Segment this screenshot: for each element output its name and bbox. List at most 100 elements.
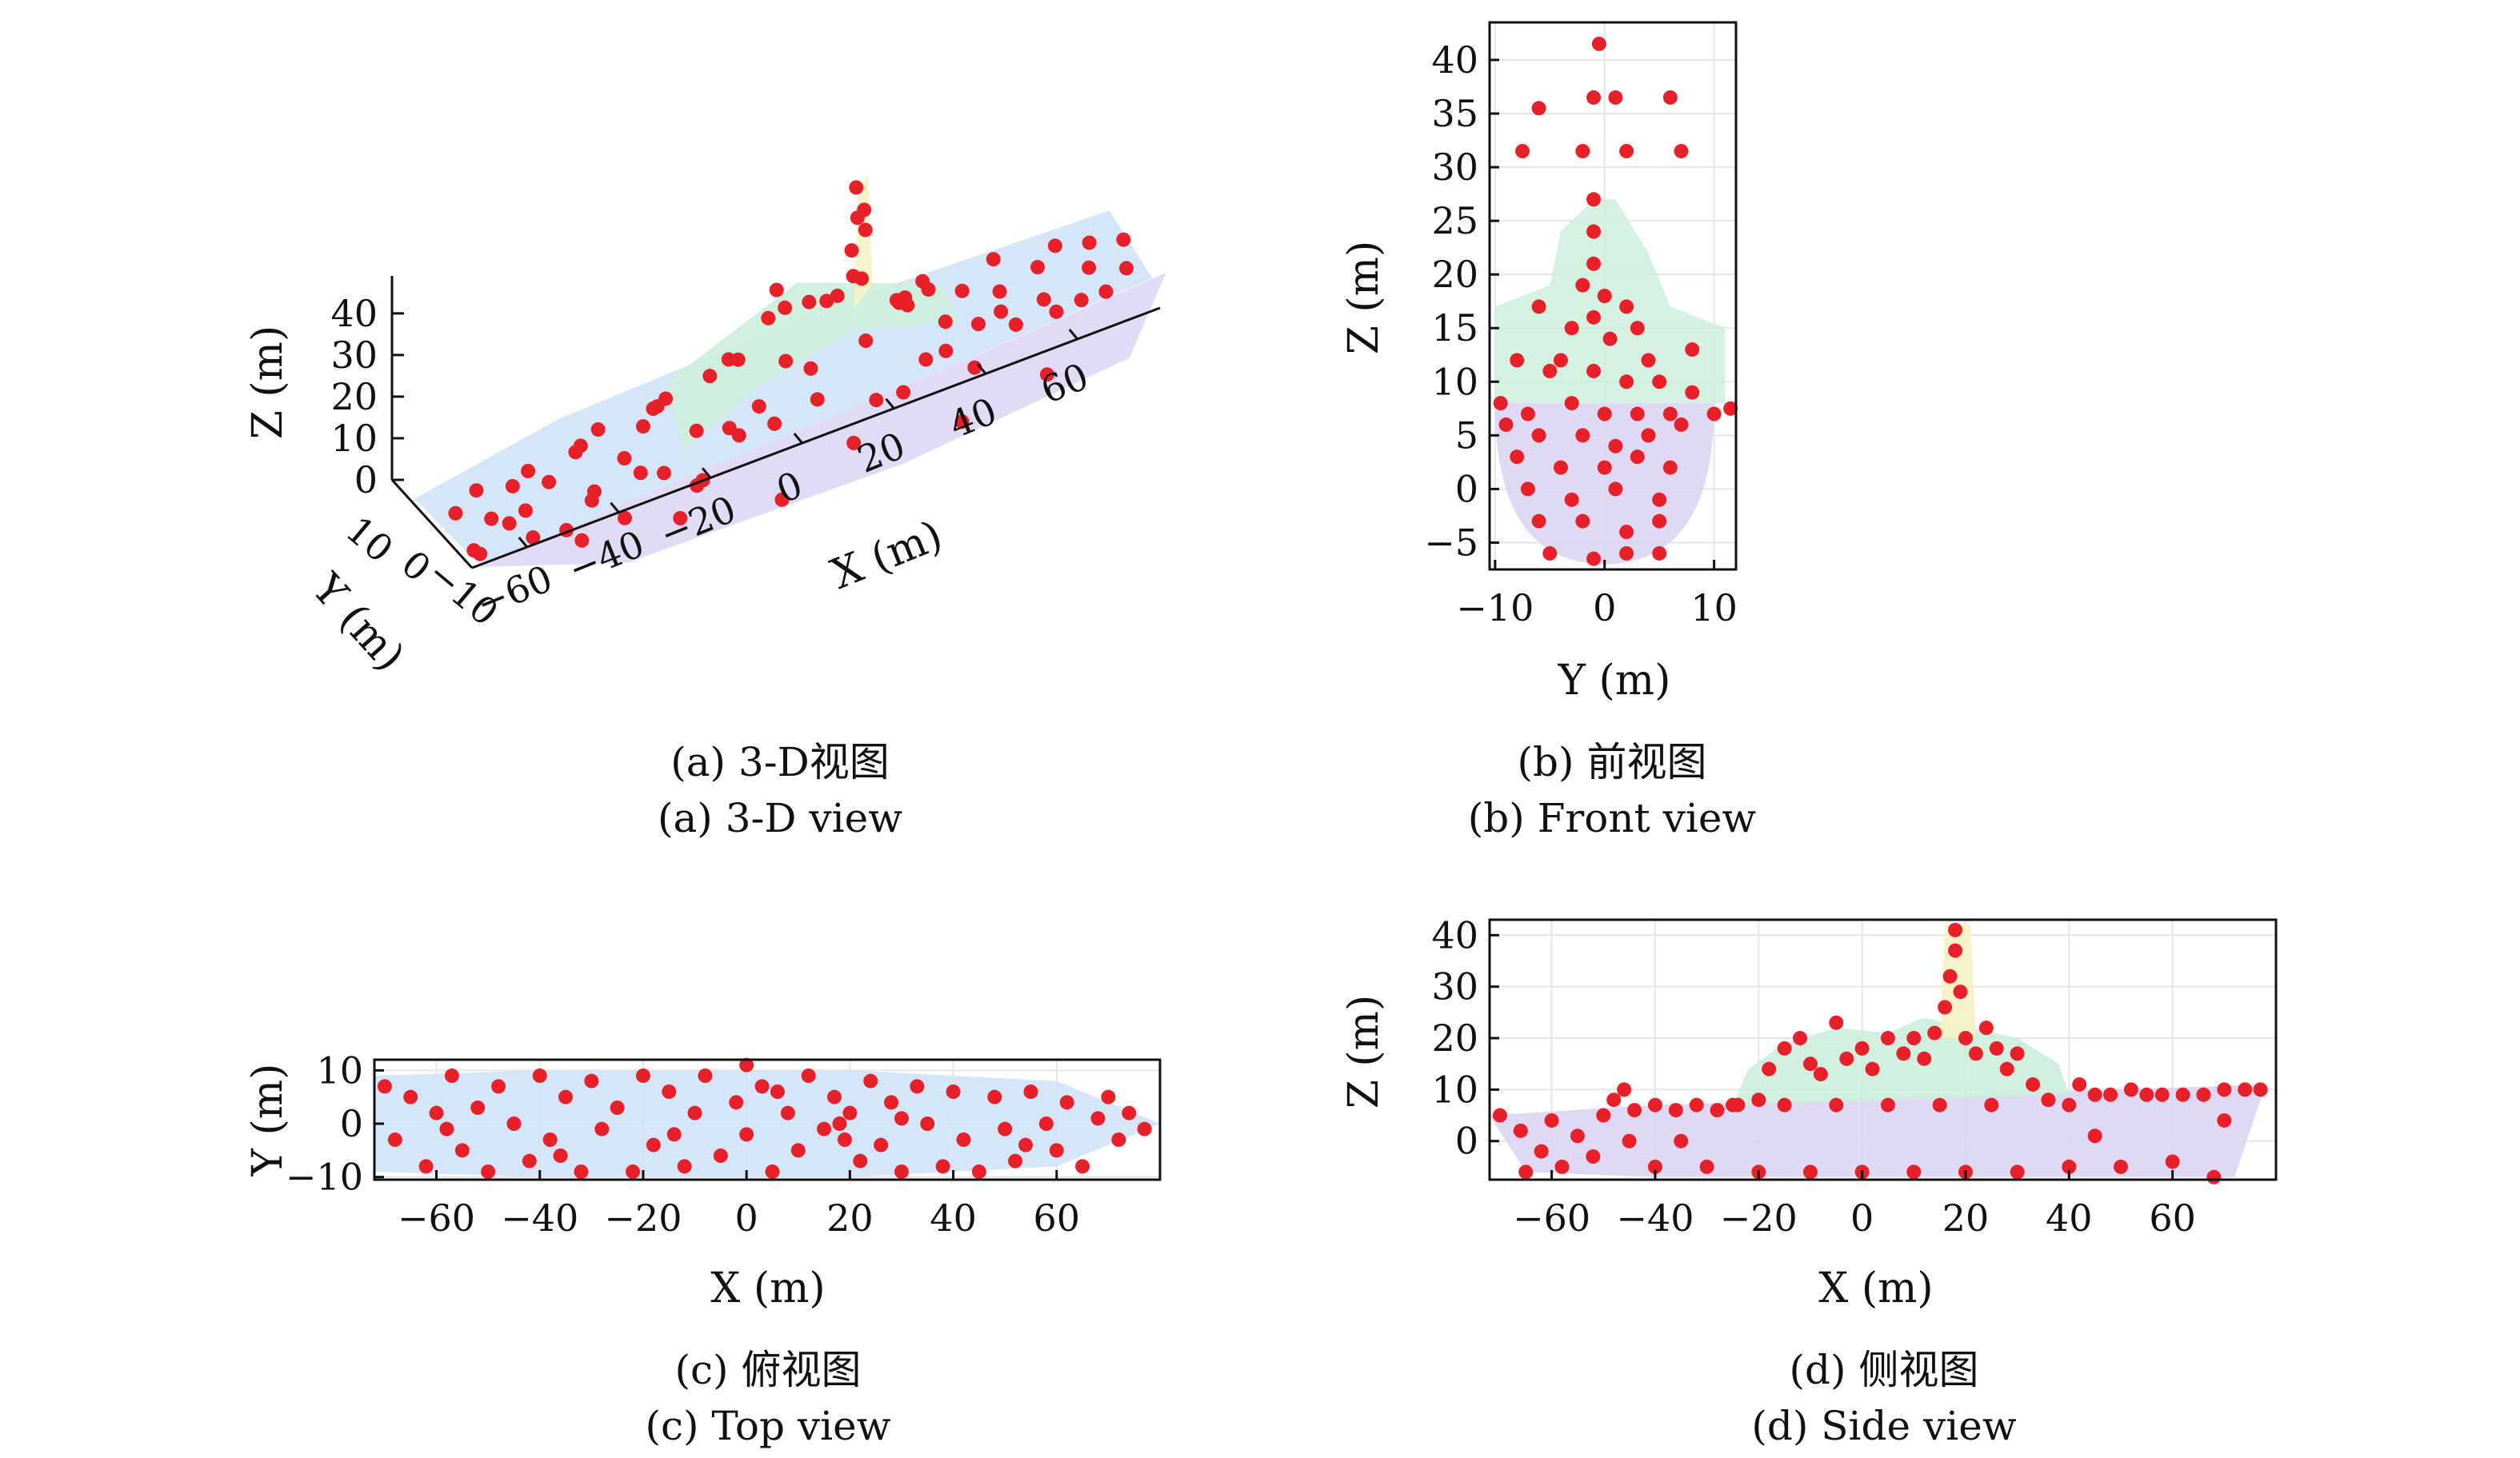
y-tick-label: 10 [316,1049,363,1092]
scatter-point [1059,1095,1074,1110]
x-tick-label: −40 [501,1196,578,1240]
scatter-point-3d [858,334,874,348]
x-tick-label: 0 [735,1196,758,1240]
scatter-point [780,1105,795,1120]
y-axis-label-3d: Y (m) [302,565,414,681]
scatter-point [1685,342,1700,358]
scatter-point [826,1089,842,1104]
x-tick-label: 20 [826,1196,874,1240]
scatter-point [1896,1046,1911,1061]
scatter-point [2139,1087,2154,1102]
scatter-point-3d [970,317,986,332]
x-tick-mark [518,537,528,548]
scatter-point [1570,1128,1585,1144]
scatter-point [1674,143,1689,158]
scatter-point-3d [992,284,1007,299]
scatter-point [1515,143,1530,158]
scatter-point [1906,1164,1922,1180]
x-axis-label-top: X (m) [710,1264,825,1312]
scatter-point [884,1095,899,1110]
scatter-point-3d [673,510,688,525]
scatter-point [662,1085,677,1099]
scatter-point-3d [731,428,746,443]
y-tick-label: 10 [338,508,402,571]
y-tick-label: 40 [1431,38,1478,82]
scatter-point-3d [896,385,911,400]
scatter-point-3d [574,533,590,548]
x-tick-label: −20 [604,1196,682,1240]
scatter-point [1829,1097,1844,1112]
scatter-point [1762,1061,1777,1077]
scatter-point-3d [526,530,541,545]
scatter-point [1999,1061,2014,1077]
scatter-point [713,1148,728,1163]
scatter-point [1958,1031,1973,1046]
scatter-point [1854,1041,1870,1056]
scatter-point [739,1057,754,1073]
scatter-point [1668,1103,1683,1118]
z-tick-label: 0 [354,458,378,501]
scatter-point [1586,90,1602,105]
scatter-point [687,1105,702,1120]
scatter-point [1953,985,1968,1000]
scatter-point [1948,943,1963,958]
scatter-point-3d [586,484,602,499]
z-axis-label-3d: Z (m) [244,326,292,440]
scatter-point [790,1143,806,1158]
scatter-point [1575,428,1590,443]
scatter-point [584,1073,599,1089]
scatter-point [2062,1159,2077,1174]
panel-c-top: −60 −40 −20 0 20 40 60 −10 0 10 X (m) Y (m) (c) 俯… [244,1049,1162,1449]
scatter-point [817,1121,832,1136]
scatter-point-3d [1039,367,1054,382]
scatter-point [910,1079,925,1094]
scatter-point [1531,513,1546,529]
scatter-point-3d [689,423,704,438]
scatter-point [987,1089,1002,1104]
y-tick-label: 20 [1431,253,1478,296]
scatter-point [801,1069,816,1083]
scatter-point-3d [473,546,488,561]
scatter-point-3d [617,451,632,465]
y-tick-label: 15 [1431,306,1478,350]
scatter-point [635,1069,650,1083]
z-tick-label: 10 [330,417,378,460]
x-tick-mark [610,501,620,513]
scatter-point [2010,1164,2025,1180]
scatter-point [956,1132,971,1147]
scatter-point [1586,256,1602,271]
scatter-point-3d [751,399,766,414]
scatter-point-3d [767,416,782,431]
scatter-point [1652,545,1667,561]
x-axis-label-side: X (m) [1818,1264,1933,1312]
scatter-point [1608,438,1623,453]
scatter-point [1602,331,1618,346]
scatter-point [1586,551,1602,566]
frame-d [1488,918,2278,1181]
scatter-point [863,1073,878,1089]
ticks-c: −60 −40 −20 0 20 40 60 −10 0 10 [286,1049,1080,1240]
scatter-point-3d [1036,292,1051,307]
scatter-point [1008,1153,1023,1168]
scatter-point-3d [898,290,913,306]
scatter-point [739,1127,754,1142]
scatter-point [1829,1015,1844,1030]
scatter-point [1619,374,1634,389]
scatter-point-3d [1119,261,1134,276]
scatter-point [1493,396,1508,411]
scatter-point-3d [810,392,825,407]
scatter-point-3d [617,510,632,525]
ticks-b: −10 0 10 −5 0 5 10 15 20 25 30 35 40 [1424,38,1738,629]
scatter-point [1978,1021,1994,1036]
scatter-point [1793,1031,1808,1046]
z-tick-label: 20 [330,375,378,418]
x-tick-label: −60 [398,1196,475,1240]
x-tick-mark [793,433,803,444]
scatter-point [698,1069,713,1083]
scatter-point-3d [633,465,648,481]
scatter-point [1137,1121,1152,1136]
scatter-point [853,1153,868,1168]
scatter-point [387,1132,402,1147]
scatter-point [2113,1159,2128,1174]
